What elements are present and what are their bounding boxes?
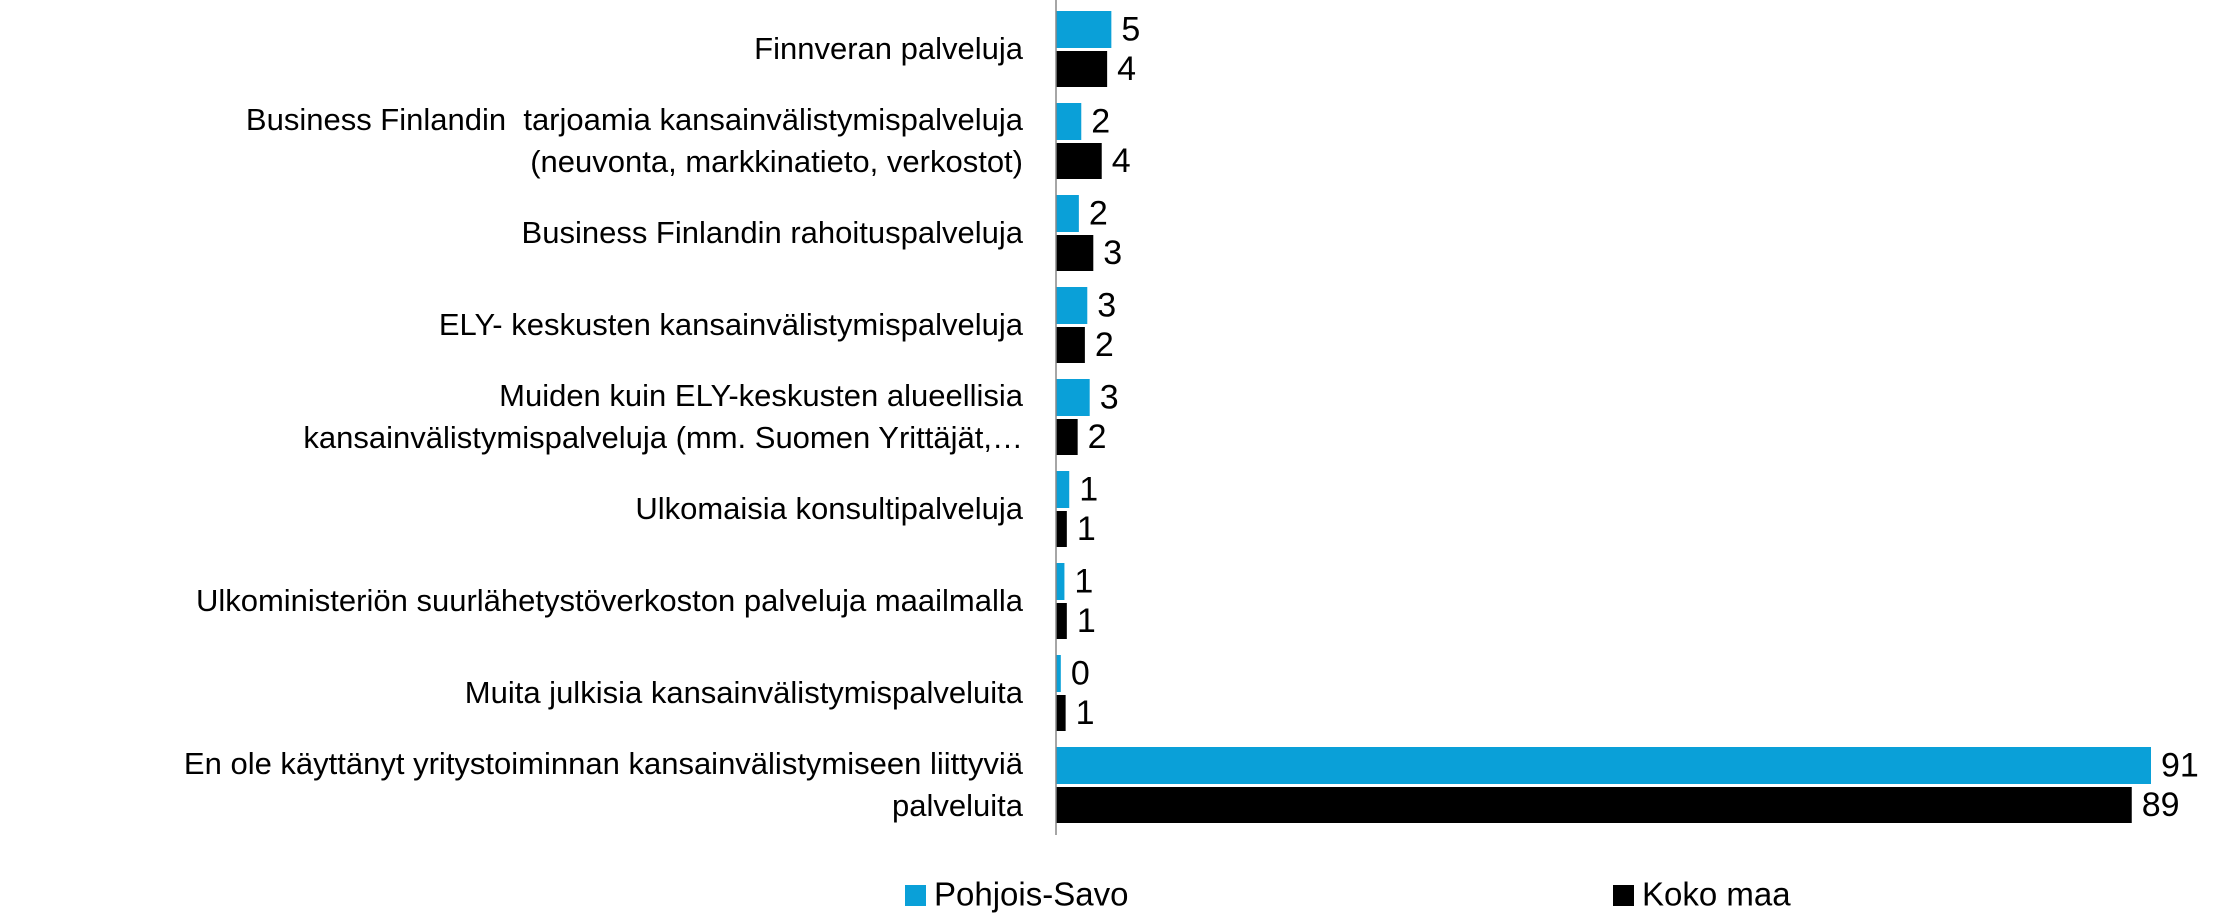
bar — [1056, 655, 1061, 692]
bar — [1056, 51, 1108, 87]
data-label: 3 — [1097, 286, 1116, 324]
bar — [1056, 603, 1067, 639]
legend-label: Pohjois-Savo — [934, 876, 1128, 913]
data-label: 2 — [1091, 102, 1110, 140]
data-label: 3 — [1103, 234, 1122, 272]
data-label: 4 — [1117, 50, 1136, 88]
category-label: Business Finlandin rahoituspalveluja — [521, 215, 1023, 250]
bar — [1056, 327, 1085, 363]
bar — [1056, 235, 1094, 271]
category-label: Ulkoministeriön suurlähetystöverkoston p… — [195, 583, 1023, 618]
bar — [1056, 747, 2151, 784]
data-label: 2 — [1095, 326, 1114, 364]
data-label: 2 — [1089, 194, 1108, 232]
data-label: 0 — [1071, 654, 1090, 692]
data-label: 4 — [1112, 142, 1131, 180]
category-label: ELY- keskusten kansainvälistymispalveluj… — [438, 307, 1023, 342]
data-label: 1 — [1077, 510, 1096, 548]
data-label: 1 — [1074, 562, 1093, 600]
data-label: 1 — [1076, 694, 1095, 732]
bar — [1056, 511, 1067, 547]
bar — [1056, 419, 1078, 455]
bar — [1056, 11, 1112, 48]
data-label: 1 — [1079, 470, 1098, 508]
bar — [1056, 695, 1066, 731]
legend-swatch — [905, 885, 926, 906]
data-label: 5 — [1121, 10, 1140, 48]
legend-swatch — [1613, 885, 1634, 906]
bar — [1056, 143, 1102, 179]
bar — [1056, 379, 1090, 416]
category-label: Finnveran palveluja — [754, 31, 1023, 66]
bar — [1056, 563, 1065, 600]
bar — [1056, 195, 1079, 232]
data-label: 1 — [1077, 602, 1096, 640]
bar — [1056, 287, 1088, 324]
category-label: Muiden kuin ELY-keskusten alueellisia ka… — [303, 378, 1023, 455]
category-label: Muita julkisia kansainvälistymispalvelui… — [464, 675, 1023, 710]
bar — [1056, 103, 1082, 140]
bar — [1056, 787, 2132, 823]
data-label: 89 — [2142, 786, 2180, 824]
data-label: 2 — [1088, 418, 1107, 456]
bar — [1056, 471, 1070, 508]
category-label: Ulkomaisia konsultipalveluja — [635, 491, 1023, 526]
category-label: En ole käyttänyt yritystoiminnan kansain… — [183, 746, 1023, 823]
category-label: Business Finlandin tarjoamia kansainväli… — [245, 102, 1023, 179]
legend-label: Koko maa — [1642, 876, 1791, 913]
data-label: 3 — [1100, 378, 1119, 416]
data-label: 91 — [2161, 746, 2199, 784]
